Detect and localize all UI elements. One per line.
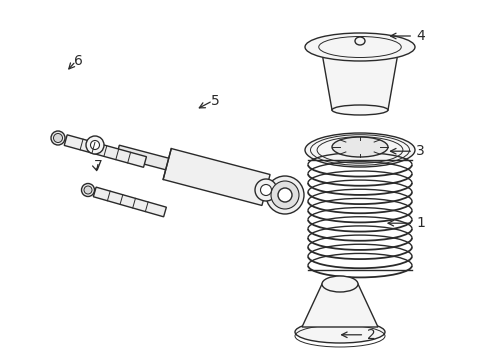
Ellipse shape <box>81 184 94 197</box>
Polygon shape <box>116 145 172 171</box>
Ellipse shape <box>260 184 271 195</box>
Ellipse shape <box>354 37 364 45</box>
Text: 6: 6 <box>74 54 82 68</box>
Ellipse shape <box>278 188 291 202</box>
Ellipse shape <box>270 181 298 209</box>
Ellipse shape <box>53 134 62 143</box>
Polygon shape <box>64 135 146 167</box>
Text: 4: 4 <box>415 29 424 43</box>
Ellipse shape <box>254 179 276 201</box>
Ellipse shape <box>321 276 357 292</box>
Ellipse shape <box>331 137 387 157</box>
Polygon shape <box>93 187 166 217</box>
Polygon shape <box>302 284 377 327</box>
Text: 1: 1 <box>415 216 424 230</box>
Polygon shape <box>163 149 269 206</box>
Polygon shape <box>321 53 397 110</box>
Ellipse shape <box>86 136 104 154</box>
Text: 7: 7 <box>93 159 102 172</box>
Ellipse shape <box>84 186 92 194</box>
Ellipse shape <box>90 140 99 149</box>
Ellipse shape <box>294 321 384 343</box>
Text: 3: 3 <box>415 144 424 158</box>
Ellipse shape <box>51 131 65 145</box>
Ellipse shape <box>305 133 414 167</box>
Ellipse shape <box>305 33 414 61</box>
Ellipse shape <box>331 105 387 115</box>
Ellipse shape <box>265 176 304 214</box>
Text: 2: 2 <box>366 328 375 342</box>
Text: 5: 5 <box>210 94 219 108</box>
